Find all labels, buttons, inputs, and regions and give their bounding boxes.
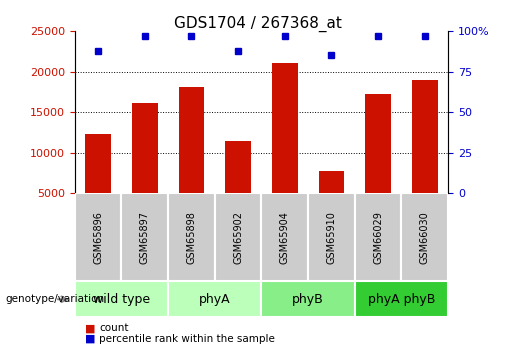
Text: GSM65902: GSM65902	[233, 211, 243, 264]
Bar	[412, 80, 438, 193]
Bar	[355, 193, 401, 281]
Text: ■: ■	[85, 334, 95, 344]
Text: GSM65910: GSM65910	[327, 211, 336, 264]
Bar	[168, 281, 261, 317]
Text: phyA: phyA	[199, 293, 231, 306]
Text: GSM65896: GSM65896	[93, 211, 103, 264]
Bar	[179, 87, 204, 193]
Text: phyB: phyB	[292, 293, 324, 306]
Bar	[75, 193, 122, 281]
Text: count: count	[99, 324, 129, 333]
Bar	[261, 281, 355, 317]
Text: GSM66029: GSM66029	[373, 211, 383, 264]
Text: GSM66030: GSM66030	[420, 211, 430, 264]
Text: percentile rank within the sample: percentile rank within the sample	[99, 334, 276, 344]
Bar	[272, 63, 298, 193]
Bar	[122, 193, 168, 281]
Bar	[75, 281, 168, 317]
Text: GSM65904: GSM65904	[280, 211, 290, 264]
Bar	[308, 193, 355, 281]
Bar	[132, 103, 158, 193]
Bar	[401, 193, 448, 281]
Text: phyA phyB: phyA phyB	[368, 293, 435, 306]
Bar	[261, 193, 308, 281]
Text: wild type: wild type	[93, 293, 150, 306]
Bar	[355, 281, 448, 317]
Text: ■: ■	[85, 324, 95, 333]
Bar	[225, 141, 251, 193]
Bar	[319, 171, 344, 193]
Bar	[215, 193, 261, 281]
Bar	[168, 193, 215, 281]
Bar	[365, 94, 391, 193]
Text: GSM65898: GSM65898	[186, 211, 196, 264]
Text: GDS1704 / 267368_at: GDS1704 / 267368_at	[174, 16, 341, 32]
Bar	[85, 134, 111, 193]
Text: genotype/variation: genotype/variation	[5, 294, 104, 304]
Text: GSM65897: GSM65897	[140, 211, 150, 264]
